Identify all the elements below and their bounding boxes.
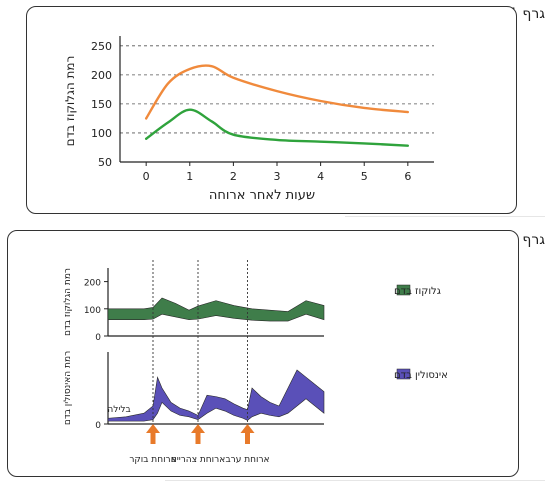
- meal-arrow-head: [240, 424, 255, 433]
- legend-swatch: [396, 368, 411, 380]
- chart-2: 0 100 200 רמת הגלוקוז בדם גלוקוז בדם: [63, 268, 441, 343]
- series-line-2: [144, 108, 410, 147]
- legend-label: אינסולין בדם: [394, 370, 448, 381]
- figure-2-frame: [7, 230, 519, 477]
- meal-label: ארוחת צהריים: [171, 455, 226, 465]
- y-tick-label: 50: [98, 156, 112, 169]
- x-axis-label: שעות לאחר ארוחה: [209, 188, 315, 203]
- legend-swatch: [396, 284, 411, 296]
- y-tick-label: 250: [91, 40, 112, 53]
- y-tick-label: 150: [91, 98, 112, 111]
- y-axis-label: רמת הגלוקוז בדם: [63, 268, 73, 336]
- meal-label: ארוחת ערב: [225, 455, 269, 465]
- meal-arrow-head: [146, 424, 160, 433]
- y-axis-label: רמת הגלוקוז בדם: [63, 56, 77, 147]
- insulin-band: [107, 369, 325, 422]
- meal-arrow-head: [191, 424, 205, 433]
- y-tick-label: 0: [95, 421, 101, 431]
- y-tick-label: 0: [95, 333, 101, 343]
- chart-1: 50 100 150 200 250 0 1 2 3 4 5 6 שעות לאחר ארוחה רמת …: [63, 36, 434, 203]
- night-label: בלילה: [107, 405, 130, 415]
- y-tick-label: 200: [84, 279, 101, 289]
- y-axis-label: רמת האינסולין בדם: [63, 351, 73, 425]
- y-tick-label: 100: [91, 127, 112, 140]
- series-line-1: [144, 64, 410, 120]
- x-tick-label: 3: [274, 170, 281, 183]
- chart-3: 0 רמת האינסולין בדם אינסולין בדם בלילה ארוחת…: [63, 260, 448, 465]
- glucose-band: [107, 297, 325, 322]
- x-tick-label: 0: [143, 170, 150, 183]
- x-tick-label: 5: [361, 170, 368, 183]
- x-tick-label: 4: [317, 170, 324, 183]
- figure-1-frame: [26, 6, 517, 214]
- y-tick-label: 100: [84, 306, 101, 316]
- x-tick-label: 2: [230, 170, 237, 183]
- y-tick-label: 200: [91, 69, 112, 82]
- page-bleed: [165, 480, 545, 481]
- page-bleed: [345, 216, 545, 217]
- legend-label: גלוקוז בדם: [394, 286, 441, 297]
- x-tick-label: 1: [186, 170, 193, 183]
- meal-label: ארוחת בוקר: [129, 455, 176, 465]
- x-tick-label: 6: [404, 170, 411, 183]
